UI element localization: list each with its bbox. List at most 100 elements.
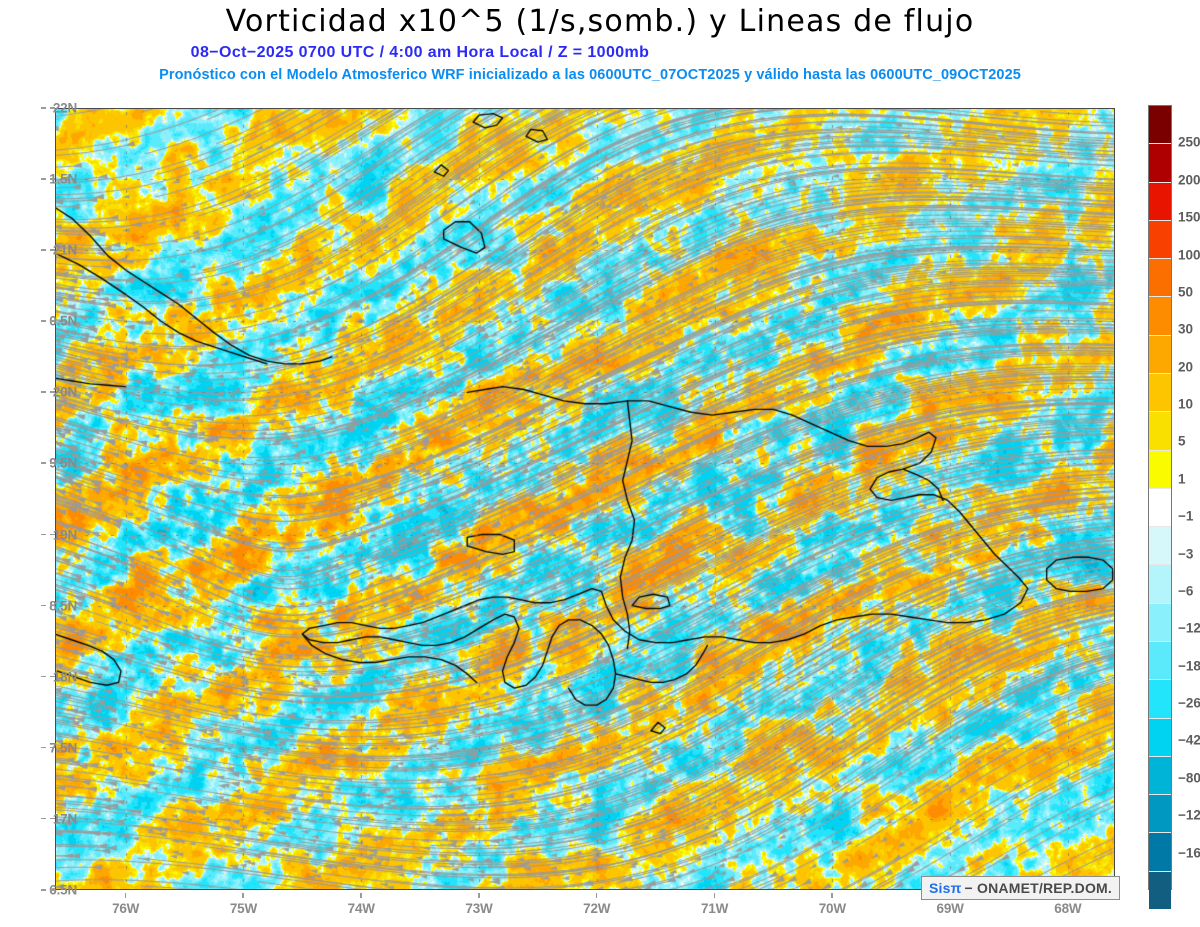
lat-tick-mark <box>41 533 46 536</box>
page-title: Vorticidad x10^5 (1/s,somb.) y Lineas de… <box>225 4 975 39</box>
colorbar-band <box>1149 182 1171 221</box>
lat-tick-mark <box>50 746 55 749</box>
lon-tick-mark <box>242 893 244 898</box>
lat-tick-label: 20N <box>52 384 77 400</box>
lon-tick-label: 76W <box>112 901 140 916</box>
colorbar-tick-label: 250 <box>1178 134 1200 150</box>
colorbar-band <box>1149 641 1171 681</box>
lat-tick-label: 1.5N <box>49 171 77 187</box>
lat-tick-mark <box>50 249 55 251</box>
colorbar-band <box>1149 144 1171 183</box>
lon-tick-label: 74W <box>347 901 375 916</box>
colorbar-tick-label: 5 <box>1178 433 1186 449</box>
lat-tick-mark <box>50 107 55 109</box>
agency-label: − ONAMET/REP.DOM. <box>964 880 1112 896</box>
colorbar-tick-label: −160 <box>1178 845 1200 861</box>
lon-tick-mark <box>831 893 833 898</box>
colorbar-band <box>1149 527 1171 566</box>
lat-tick-mark <box>41 889 46 891</box>
map-plot-area <box>55 108 1115 890</box>
colorbar-band <box>1149 220 1171 260</box>
lat-tick-mark <box>50 320 55 322</box>
colorbar-tick-label: −1 <box>1178 508 1194 524</box>
colorbar-tick-label: 30 <box>1178 321 1194 337</box>
colorbar-tick-label: −26 <box>1178 695 1200 711</box>
colorbar-band <box>1149 259 1171 298</box>
colorbar-band <box>1149 833 1171 872</box>
lat-tick-mark <box>50 533 55 536</box>
colorbar-tick-label: −80 <box>1178 770 1200 786</box>
sistt-logo-text: Sisπ <box>929 880 962 896</box>
colorbar-band <box>1149 373 1171 413</box>
colorbar-band <box>1149 603 1171 642</box>
lon-tick-mark <box>360 893 362 898</box>
colorbar-band <box>1149 565 1171 604</box>
lat-tick-label: 6.5N <box>49 882 77 898</box>
colorbar-band <box>1149 680 1171 719</box>
lat-tick-mark <box>41 462 46 464</box>
colorbar-band <box>1149 335 1171 374</box>
attribution-badge: Sisπ − ONAMET/REP.DOM. <box>921 876 1120 900</box>
colorbar-band <box>1149 297 1171 336</box>
colorbar-tick-label: −12 <box>1178 620 1200 636</box>
header: Vorticidad x10^5 (1/s,somb.) y Lineas de… <box>0 0 1200 100</box>
lon-tick-label: 75W <box>229 901 258 916</box>
lon-tick-mark <box>478 893 480 898</box>
lat-tick-label: 8.5N <box>49 598 77 614</box>
lon-tick-mark <box>713 893 716 898</box>
colorbar-band <box>1149 795 1171 834</box>
colorbar-tick-label: 50 <box>1178 284 1194 300</box>
lat-tick-mark <box>50 604 55 607</box>
lon-tick-label: 70W <box>818 901 846 916</box>
colorbar-band <box>1149 412 1171 451</box>
lat-tick-mark <box>50 889 55 891</box>
lat-tick-mark <box>41 817 46 820</box>
lat-tick-mark <box>41 391 46 393</box>
lon-tick-label: 72W <box>583 901 611 916</box>
lon-tick-mark <box>124 893 127 898</box>
lat-tick-mark <box>50 675 55 678</box>
colorbar-tick-label: −120 <box>1178 807 1200 823</box>
lat-tick-label: 19N <box>52 527 77 543</box>
lon-tick-label: 73W <box>465 901 493 916</box>
lon-tick-label: 68W <box>1054 901 1082 916</box>
lat-tick-label: 18N <box>52 669 77 685</box>
colorbar-band <box>1149 756 1171 796</box>
colorbar-tick-label: −42 <box>1178 732 1200 748</box>
lat-tick-label: 7.5N <box>49 740 77 756</box>
lat-tick-mark <box>50 462 55 464</box>
colorbar-tick-label: 150 <box>1178 209 1200 225</box>
colorbar <box>1148 105 1172 909</box>
colorbar-tick-label: 100 <box>1178 247 1200 263</box>
lat-tick-mark <box>41 746 46 749</box>
lon-tick-mark <box>595 893 598 898</box>
lat-tick-mark <box>41 320 46 322</box>
lat-tick-label: 17N <box>52 811 77 827</box>
lon-tick-label: 71W <box>700 901 729 916</box>
lat-tick-mark <box>50 391 55 393</box>
lat-tick-mark <box>50 817 55 820</box>
colorbar-tick-label: 10 <box>1178 396 1194 412</box>
gridline-layer <box>55 108 1115 890</box>
lat-tick-mark <box>41 178 46 180</box>
colorbar-band <box>1149 718 1171 757</box>
lat-tick-label: 0.5N <box>49 313 77 329</box>
lat-tick-mark <box>41 675 46 678</box>
lat-tick-mark <box>41 249 46 251</box>
colorbar-tick-label: 1 <box>1178 471 1186 487</box>
lat-tick-label: 9.5N <box>49 455 77 471</box>
lat-tick-mark <box>41 107 46 109</box>
colorbar-band <box>1149 871 1171 909</box>
lat-tick-mark <box>41 604 46 607</box>
lat-tick-label: 22N <box>52 100 77 116</box>
model-info-line: Pronóstico con el Modelo Atmosferico WRF… <box>159 67 1021 83</box>
colorbar-tick-label: −18 <box>1178 658 1200 674</box>
lon-tick-label: 69W <box>936 901 964 916</box>
lat-tick-label: 21N <box>52 242 77 258</box>
colorbar-tick-label: 200 <box>1178 172 1200 188</box>
colorbar-band <box>1149 106 1171 145</box>
colorbar-band <box>1149 450 1171 489</box>
colorbar-tick-label: −6 <box>1178 583 1194 599</box>
lat-tick-mark <box>50 178 55 180</box>
colorbar-band <box>1149 488 1171 528</box>
